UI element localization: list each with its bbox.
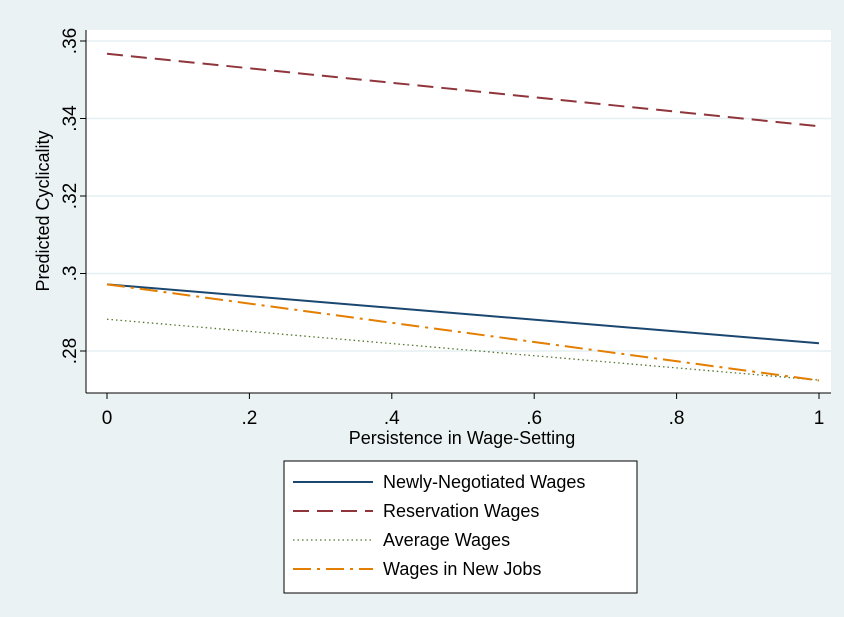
x-tick-label: 1 [814,408,825,429]
plot-area [86,30,831,393]
series-lines [106,52,820,382]
x-tick-label: .8 [669,408,685,429]
y-tick-label: .36 [60,28,81,54]
legend-label-1: Newly-Negotiated Wages [383,472,585,492]
grid-lines [86,40,831,352]
y-tick-label: .34 [60,105,81,132]
x-tick-label: .6 [526,408,542,429]
series-line-1 [106,283,820,345]
x-tick-label: .2 [241,408,257,429]
tick-labels: 0 .2 .4 .6 .8 1 .28 .3 .32 .34 .36 [60,28,824,429]
x-tick-label: 0 [102,408,113,429]
series-line-4 [106,283,820,382]
legend-label-2: Reservation Wages [383,501,539,521]
x-axis-title: Persistence in Wage-Setting [349,428,575,448]
legend-label-3: Average Wages [383,530,510,550]
axes [85,30,831,394]
legend: Newly-Negotiated Wages Reservation Wages A… [283,460,638,594]
y-axis-title: Predicted Cyclicality [33,130,53,291]
x-tick-label: .4 [384,408,400,429]
y-tick-label: .3 [60,266,81,282]
legend-label-4: Wages in New Jobs [383,559,541,579]
y-tick-label: .28 [60,338,81,364]
y-tick-label: .32 [60,183,81,209]
series-line-3 [106,318,820,381]
